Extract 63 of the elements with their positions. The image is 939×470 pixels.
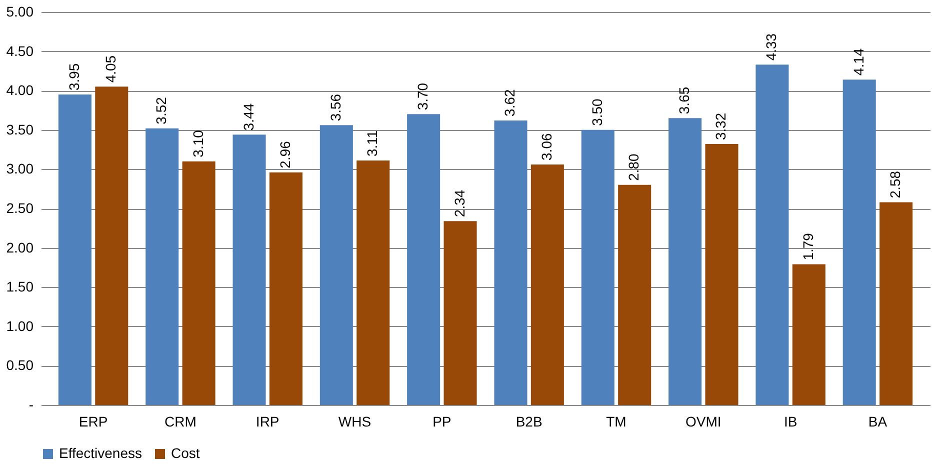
data-label: 3.95 [66,63,82,91]
bar [232,134,266,405]
y-tick-label: 0.50 [6,357,34,374]
bar [356,160,390,405]
data-label: 3.50 [588,98,605,126]
x-tick-label: OVMI [686,414,722,430]
x-tick-label: IB [784,414,798,430]
y-tick-label: - [28,396,34,412]
x-tick-label: TM [606,414,626,430]
data-label: 4.05 [102,55,119,83]
bar [842,80,876,405]
x-tick-label: WHS [338,414,372,430]
x-tick-label: BA [868,414,888,430]
data-label: 2.34 [451,190,468,218]
data-label: 4.33 [763,33,780,61]
bar [618,184,652,405]
y-tick-label: 5.00 [6,4,34,20]
y-tick-label: 4.00 [6,82,34,98]
data-label: 3.06 [538,133,554,160]
bar [581,130,614,405]
x-tick-label: ERP [78,414,108,430]
bar [269,172,302,405]
data-label: 3.10 [190,130,206,158]
bar [146,128,179,405]
data-label: 3.65 [676,86,692,114]
x-tick-label: B2B [516,414,542,430]
data-label: 2.96 [276,140,293,168]
data-label: 3.32 [712,112,729,140]
bar [792,264,826,405]
bar [320,125,353,405]
data-label: 4.14 [850,48,866,76]
bar [494,120,528,405]
data-label: 3.70 [414,82,431,110]
data-label: 3.52 [153,96,170,124]
legend-label: Effectiveness [59,445,142,461]
data-label: 3.62 [502,89,518,116]
x-tick-label: IRP [256,414,280,430]
bar [407,114,440,405]
bar [756,64,789,405]
data-label: 3.11 [364,130,380,157]
y-tick-label: 1.50 [6,278,34,295]
x-tick-label: PP [432,414,452,430]
bar [182,161,216,405]
bar [668,118,702,405]
y-tick-label: 3.50 [6,121,34,138]
y-tick-label: 2.50 [6,200,34,216]
legend-label: Cost [171,445,200,461]
bar [58,94,92,405]
data-label: 3.44 [240,103,256,131]
data-label: 2.58 [887,170,904,198]
data-label: 2.80 [626,153,642,181]
bar [444,221,477,405]
data-label: 3.56 [327,94,344,122]
bar [95,86,128,405]
data-label: 1.79 [800,232,816,260]
bar [880,202,913,405]
y-tick-label: 1.00 [6,318,34,334]
bar [705,144,738,405]
x-tick-label: CRM [164,414,196,430]
y-tick-label: 3.00 [6,160,34,177]
y-tick-label: 2.00 [6,239,34,256]
bar [530,164,564,405]
y-tick-label: 4.50 [6,42,34,59]
